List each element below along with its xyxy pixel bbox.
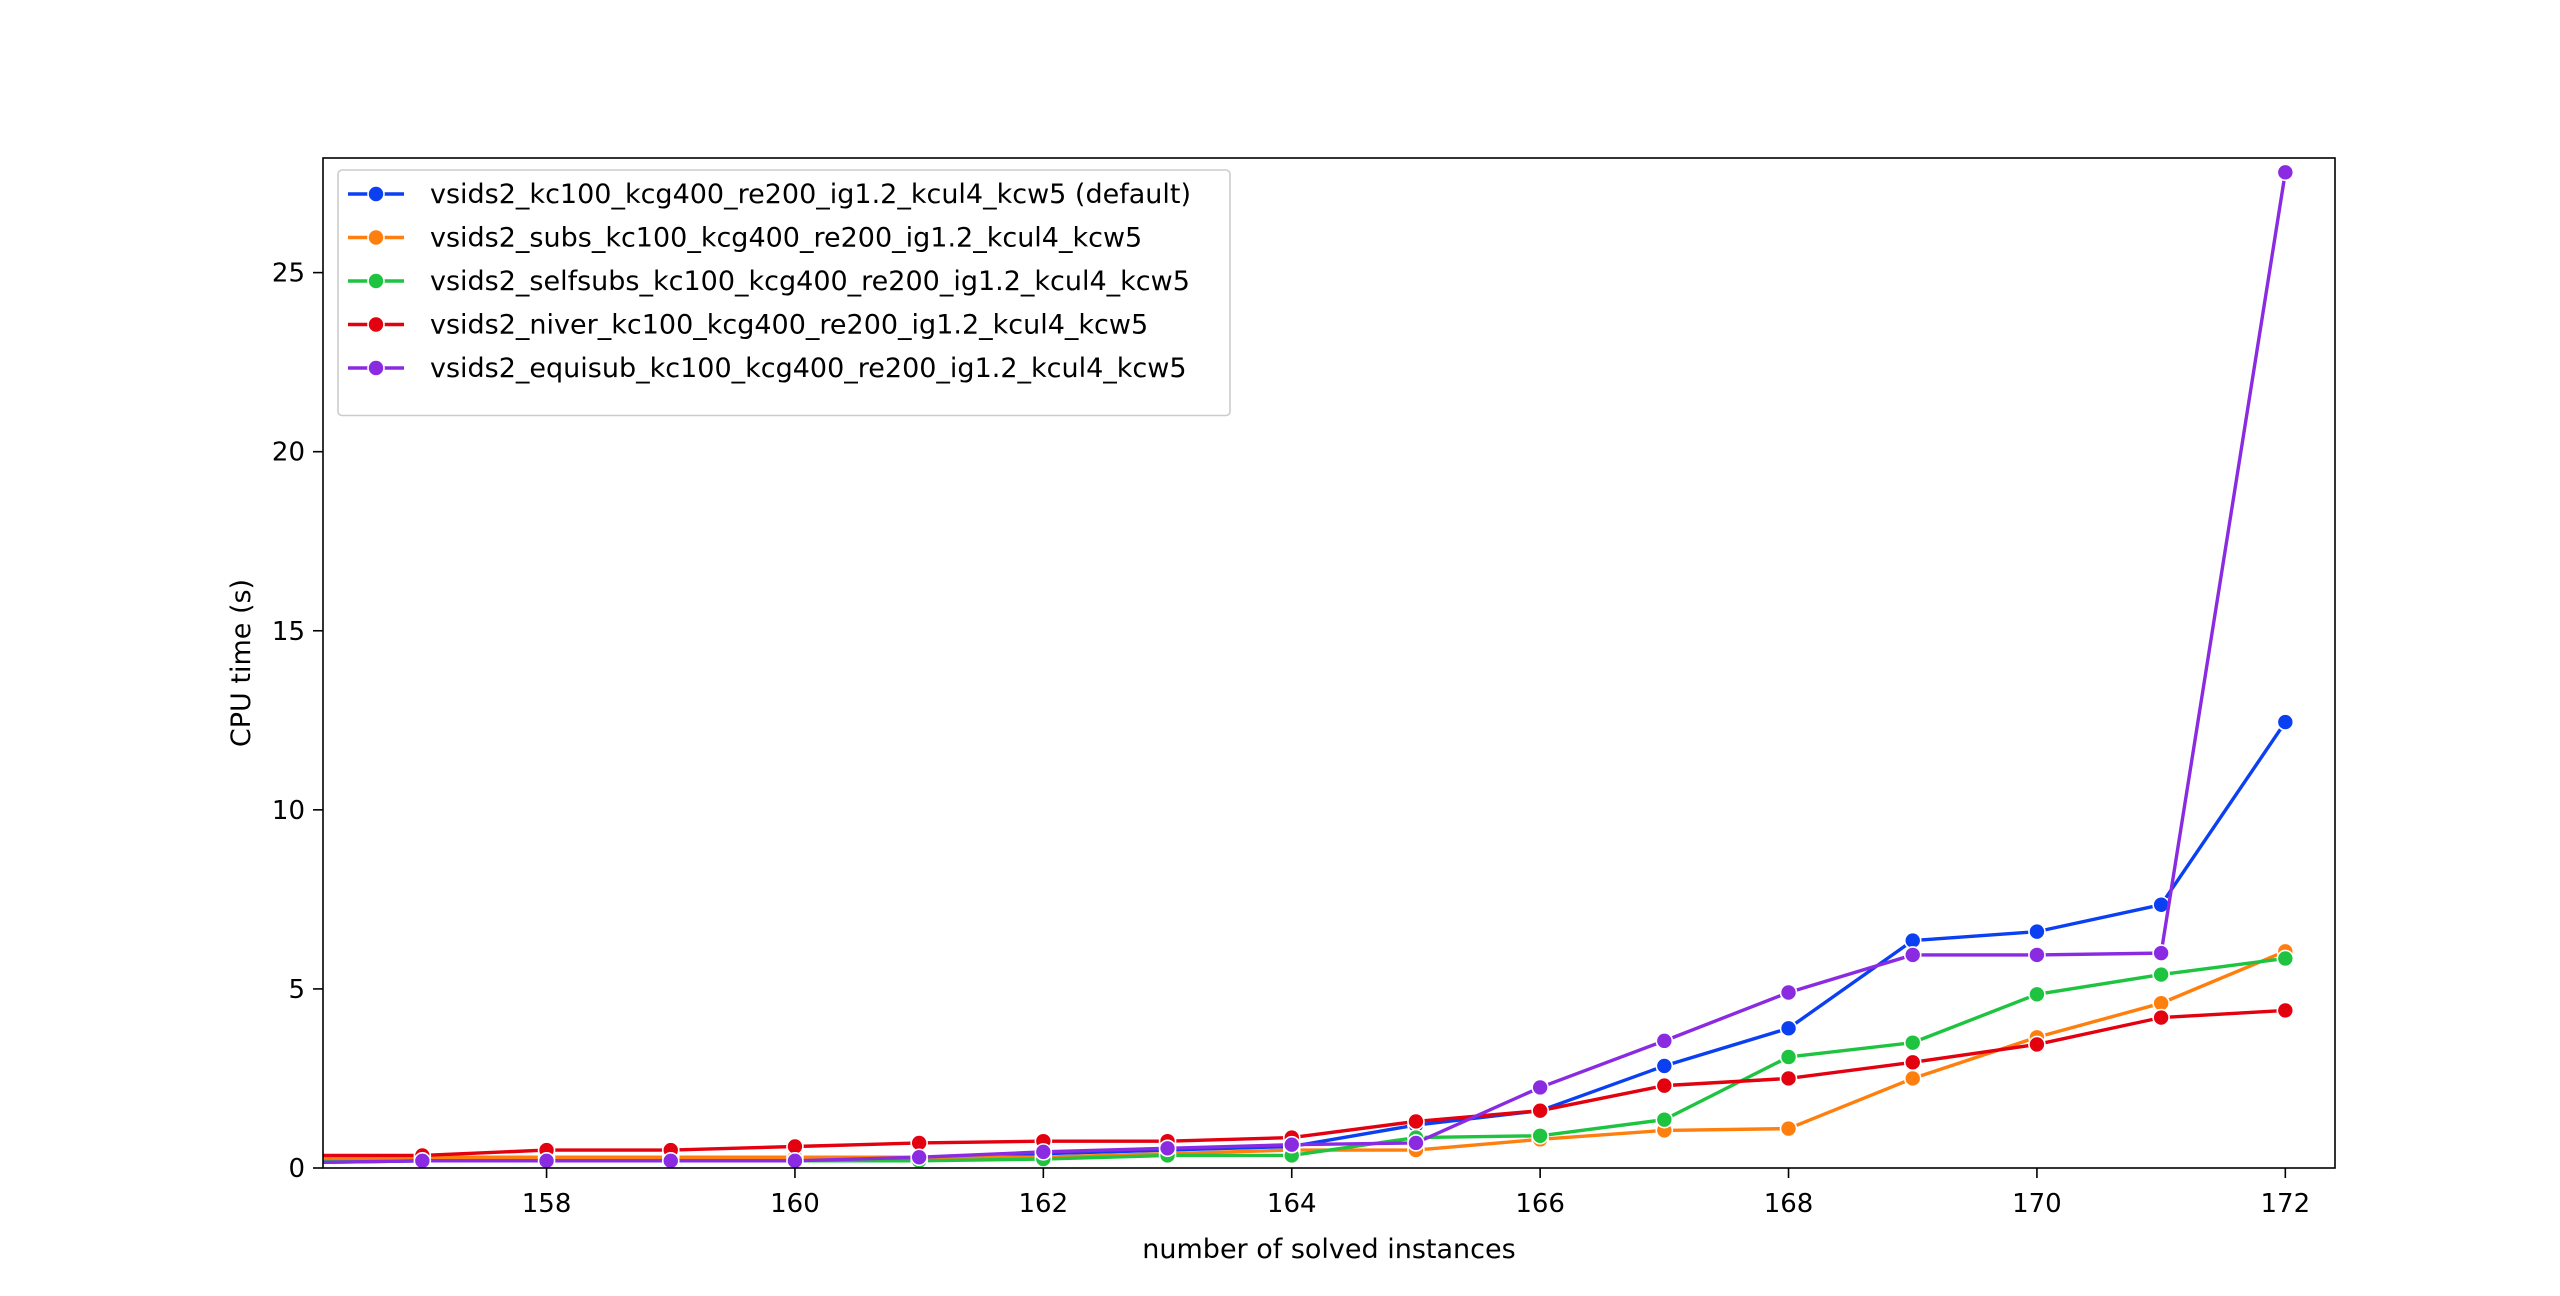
data-point (2152, 965, 2170, 984)
data-point (1531, 1126, 1549, 1145)
x-axis: 158 160 162 164 166 168 170 172 (522, 1168, 2310, 1219)
legend: vsids2_kc100_kcg400_re200_ig1.2_kcul4_kc… (337, 169, 1231, 417)
plot-frame (322, 157, 2336, 1169)
x-tick-label: 172 (2261, 1189, 2311, 1219)
plot-lines (323, 163, 2295, 1168)
x-tick-label: 164 (1267, 1189, 1317, 1219)
data-point (413, 1152, 432, 1168)
data-point (2276, 163, 2295, 182)
legend-label: vsids2_kc100_kcg400_re200_ig1.2_kcul4_kc… (430, 179, 1191, 210)
data-point (2276, 713, 2295, 731)
data-point (1655, 1057, 1674, 1075)
x-axis-label: number of solved instances (1142, 1234, 1515, 1265)
x-tick-label: 160 (770, 1189, 820, 1219)
data-point (910, 1148, 928, 1167)
data-point (1282, 1135, 1301, 1154)
y-tick-label: 15 (272, 617, 305, 647)
y-axis-label: CPU time (s) (226, 579, 257, 747)
data-point (2028, 1035, 2046, 1054)
legend-marker (367, 315, 385, 334)
data-point (1903, 1033, 1922, 1052)
legend-marker (367, 185, 385, 203)
data-point (2028, 985, 2046, 1004)
data-point (1779, 1119, 1798, 1138)
data-point (1034, 1143, 1053, 1161)
x-tick-label: 170 (2012, 1189, 2062, 1219)
legend-label: vsids2_subs_kc100_kcg400_re200_ig1.2_kcu… (430, 223, 1142, 254)
data-point (1407, 1112, 1425, 1131)
data-point (2152, 1008, 2170, 1027)
data-point (1531, 1078, 1549, 1097)
x-tick-label: 158 (522, 1189, 572, 1219)
data-point (1903, 946, 1922, 964)
data-point (1779, 1069, 1798, 1088)
data-point (2028, 922, 2046, 941)
data-point (1779, 983, 1798, 1002)
data-point (1655, 1032, 1674, 1050)
data-point (2276, 1001, 2295, 1020)
data-point (1779, 1048, 1798, 1066)
data-point (1531, 1101, 1549, 1120)
data-point (1779, 1019, 1798, 1038)
data-point (1903, 1069, 1922, 1088)
legend-label: vsids2_equisub_kc100_kcg400_re200_ig1.2_… (430, 353, 1187, 384)
legend-item: vsids2_selfsubs_kc100_kcg400_re200_ig1.2… (348, 266, 1190, 297)
y-tick-label: 10 (272, 796, 305, 826)
data-point (1655, 1110, 1674, 1129)
data-point (1655, 1076, 1674, 1095)
data-point (2028, 946, 2046, 964)
legend-label: vsids2_selfsubs_kc100_kcg400_re200_ig1.2… (430, 266, 1190, 297)
y-tick-label: 5 (288, 975, 305, 1005)
data-point (2152, 944, 2170, 962)
data-point (2276, 949, 2295, 968)
legend-item: vsids2_equisub_kc100_kcg400_re200_ig1.2_… (348, 353, 1187, 384)
legend-marker (367, 272, 385, 290)
legend-item: vsids2_subs_kc100_kcg400_re200_ig1.2_kcu… (348, 223, 1142, 254)
legend-marker (367, 228, 385, 247)
y-axis: 0 5 10 15 20 25 (272, 259, 323, 1184)
data-point (537, 1152, 556, 1168)
x-tick-label: 168 (1764, 1189, 1814, 1219)
y-tick-label: 25 (272, 259, 305, 289)
legend-box (337, 169, 1231, 417)
x-tick-label: 166 (1515, 1189, 1565, 1219)
legend-marker (367, 359, 385, 377)
data-point (1158, 1139, 1177, 1158)
y-tick-label: 20 (272, 438, 305, 468)
data-point (1407, 1134, 1425, 1152)
data-point (1903, 1053, 1922, 1072)
legend-label: vsids2_niver_kc100_kcg400_re200_ig1.2_kc… (430, 310, 1148, 341)
data-point (661, 1152, 680, 1168)
data-point (786, 1152, 804, 1168)
legend-item: vsids2_niver_kc100_kcg400_re200_ig1.2_kc… (348, 310, 1148, 341)
x-tick-label: 162 (1019, 1189, 1069, 1219)
series-5 (323, 163, 2295, 1168)
legend-item: vsids2_kc100_kcg400_re200_ig1.2_kcul4_kc… (348, 179, 1191, 210)
y-tick-label: 0 (288, 1154, 305, 1184)
